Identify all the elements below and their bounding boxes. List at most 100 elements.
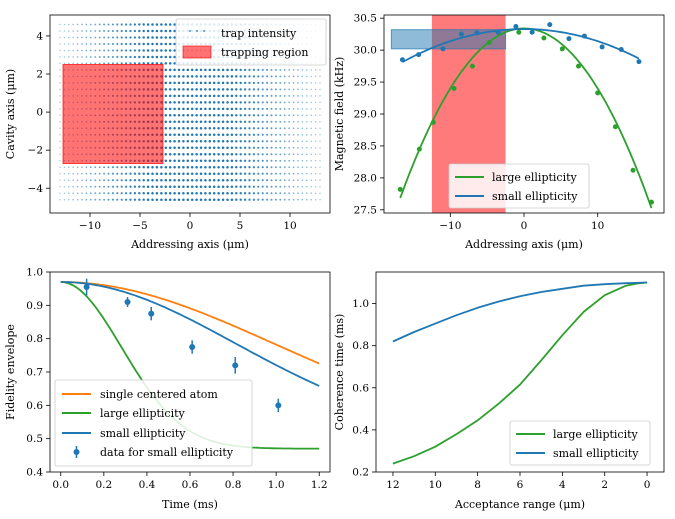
trap-intensity-dot	[111, 36, 114, 39]
trap-intensity-dot	[204, 107, 207, 111]
trap-intensity-dot	[116, 172, 119, 175]
trap-intensity-dot	[63, 166, 66, 168]
trap-intensity-dot	[314, 114, 317, 117]
trap-intensity-dot	[288, 88, 291, 91]
trap-intensity-dot	[160, 178, 163, 182]
trap-intensity-dot	[239, 146, 242, 150]
trap-intensity-dot	[217, 120, 220, 124]
trap-intensity-dot	[107, 192, 110, 195]
panel-b-xlabel: Addressing axis (μm)	[464, 238, 583, 251]
trap-intensity-dot	[59, 147, 61, 149]
trap-intensity-dot	[103, 192, 106, 195]
trap-intensity-dot	[173, 114, 176, 117]
trap-intensity-dot	[301, 153, 304, 156]
trap-intensity-dot	[266, 166, 269, 169]
trap-intensity-dot	[235, 88, 238, 91]
trap-intensity-dot	[89, 43, 92, 45]
trap-intensity-dot	[182, 191, 185, 195]
trap-intensity-dot	[173, 23, 176, 26]
trap-intensity-dot	[164, 172, 168, 175]
trap-intensity-dot	[173, 133, 176, 137]
trap-intensity-dot	[274, 192, 277, 195]
trap-intensity-dot	[319, 140, 321, 143]
trap-intensity-dot	[168, 88, 172, 91]
trap-intensity-dot	[230, 107, 234, 111]
trap-intensity-dot	[85, 192, 88, 195]
trap-intensity-dot	[306, 88, 308, 91]
trap-intensity-dot	[292, 95, 295, 97]
trap-intensity-dot	[199, 191, 203, 195]
trap-intensity-dot	[292, 69, 295, 71]
trap-intensity-dot	[72, 56, 74, 58]
trap-intensity-dot	[248, 179, 251, 182]
trap-intensity-dot	[274, 159, 277, 162]
trap-intensity-dot	[76, 198, 79, 201]
trap-intensity-dot	[85, 185, 88, 188]
trap-intensity-dot	[261, 81, 264, 84]
trap-intensity-dot	[212, 94, 216, 98]
trap-intensity-dot	[177, 101, 181, 104]
trap-intensity-dot	[133, 179, 137, 182]
trap-intensity-dot	[76, 179, 79, 182]
trap-intensity-dot	[195, 94, 198, 98]
trap-intensity-dot	[283, 94, 286, 97]
trap-intensity-dot	[279, 159, 282, 162]
trap-intensity-dot	[107, 29, 110, 33]
trap-intensity-dot	[208, 101, 212, 104]
trap-intensity-dot	[142, 36, 145, 39]
trap-intensity-dot	[186, 68, 190, 72]
trap-intensity-dot	[297, 108, 299, 110]
trap-intensity-dot	[168, 75, 172, 78]
trap-intensity-dot	[248, 114, 251, 117]
trap-intensity-dot	[160, 185, 163, 188]
trap-intensity-dot	[319, 198, 321, 201]
trap-intensity-dot	[243, 127, 247, 130]
trap-intensity-dot	[59, 121, 61, 123]
trap-intensity-dot	[283, 185, 286, 188]
trap-intensity-dot	[230, 165, 234, 169]
trap-intensity-dot	[257, 68, 260, 71]
trap-intensity-dot	[257, 179, 260, 182]
trap-intensity-dot	[173, 185, 176, 188]
trap-intensity-dot	[177, 191, 181, 195]
trap-intensity-dot	[217, 140, 220, 143]
trap-intensity-dot	[59, 62, 61, 65]
trap-intensity-dot	[177, 178, 181, 182]
ytick-label: 2	[36, 69, 43, 81]
trap-intensity-dot	[177, 68, 181, 72]
trap-intensity-dot	[98, 172, 101, 175]
trap-intensity-dot	[274, 68, 277, 71]
trap-intensity-dot	[212, 114, 216, 117]
trap-intensity-dot	[279, 81, 282, 84]
trap-intensity-dot	[212, 198, 216, 201]
trap-intensity-dot	[190, 172, 194, 175]
trap-intensity-dot	[151, 191, 154, 195]
trap-intensity-dot	[89, 185, 92, 188]
trap-intensity-dot	[138, 42, 141, 46]
data-point-large	[576, 63, 582, 69]
trap-intensity-dot	[248, 75, 251, 78]
trap-intensity-dot	[221, 88, 225, 91]
trap-intensity-dot	[319, 185, 321, 188]
trap-intensity-dot	[306, 127, 308, 130]
trap-intensity-dot	[301, 185, 304, 188]
trap-intensity-dot	[124, 36, 128, 39]
ytick-label: 28.0	[354, 172, 377, 184]
trap-intensity-dot	[98, 30, 101, 32]
trap-intensity-dot	[217, 153, 220, 156]
trap-intensity-dot	[226, 94, 229, 98]
trap-intensity-dot	[266, 81, 269, 84]
trap-intensity-dot	[151, 55, 154, 59]
trap-intensity-dot	[212, 88, 216, 91]
trap-intensity-dot	[173, 49, 176, 52]
trap-intensity-dot	[129, 185, 132, 188]
trap-intensity-dot	[190, 159, 194, 163]
trap-intensity-dot	[252, 88, 256, 91]
trap-intensity-dot	[319, 121, 321, 123]
legend-trapping-region: trapping region	[221, 46, 309, 59]
trap-intensity-dot	[221, 172, 225, 175]
trap-intensity-dot	[243, 153, 247, 156]
trap-intensity-dot	[146, 36, 150, 39]
legend-trapping-region-swatch	[182, 45, 212, 59]
trap-intensity-dot	[204, 133, 207, 137]
